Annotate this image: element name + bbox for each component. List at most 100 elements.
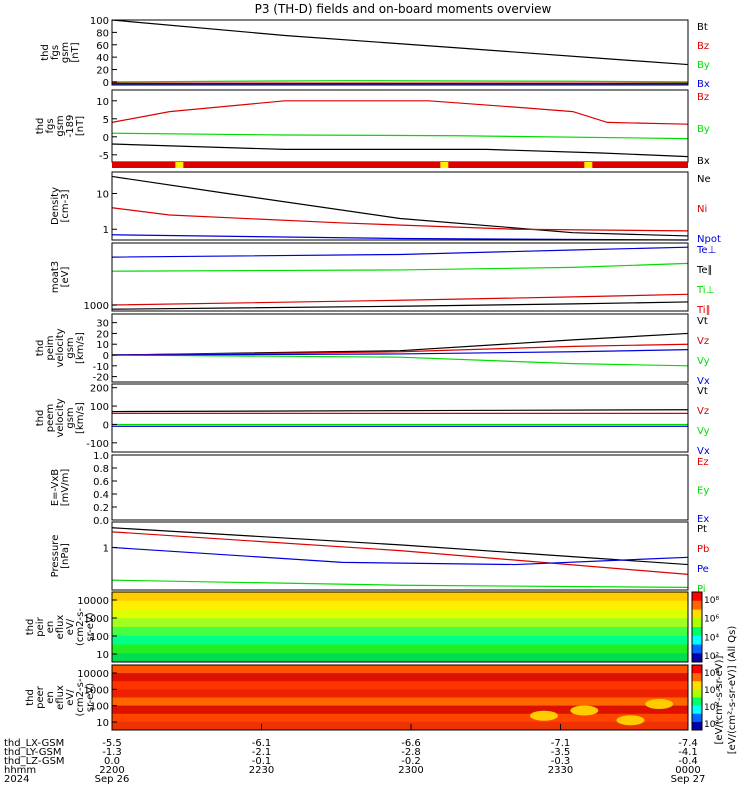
y-tick-label: -20	[93, 373, 109, 384]
series-line-Pb	[111, 531, 689, 575]
spectrogram-band	[112, 705, 688, 715]
spectrogram-hotspot	[530, 710, 558, 721]
colorbar-segment	[692, 665, 702, 674]
y-axis-label-line: gsm	[65, 407, 76, 428]
y-axis-label-line: thd	[25, 619, 36, 636]
panel-frame	[111, 591, 689, 663]
bottom-axis: thd_LX-GSM -5.5 -6.1 -6.6 -7.1 -7.4 thd_LY-GSM…	[4, 724, 705, 785]
colorbar-segment	[692, 653, 702, 663]
mode-strip-bar	[112, 162, 688, 168]
y-axis-label: moat3 [eV]	[50, 261, 71, 293]
spectrogram-band	[112, 644, 688, 654]
y-axis-label-line: (cm2-s-	[75, 678, 86, 716]
panel-4: Te⊥ Te∥ Ti⊥ Ti∥ 1000 moat3 [eV]	[50, 242, 716, 316]
y-axis-label-line: eflux	[55, 685, 66, 710]
legend-entry: Pb	[697, 544, 709, 555]
mode-strip-marker	[584, 162, 593, 168]
series-line-Te∥	[111, 301, 689, 310]
y-tick-label: 10000	[77, 669, 109, 680]
colorbar-segment	[692, 618, 702, 628]
legend-entry: Ne	[697, 174, 711, 185]
panel-frame	[111, 19, 689, 86]
x-axis-value: -0.3	[551, 756, 571, 767]
y-axis-label-line: Pressure	[50, 535, 61, 578]
colorbar-segment	[692, 713, 702, 723]
y-axis-label-line: -189	[65, 115, 76, 138]
mode-strip-marker	[175, 162, 184, 168]
spectrogram-band	[112, 681, 688, 690]
series-line-Npot	[111, 234, 689, 241]
panel-2: Bz By Bx 10 5 0 -5 thd fgs gsm -189 [nT]	[35, 89, 710, 167]
series-line-Pi	[111, 579, 689, 589]
y-axis-label: Density [cm-3]	[50, 187, 71, 225]
y-axis-label-line: gsm	[65, 337, 76, 358]
x-axis-value: -6.1	[252, 738, 272, 749]
y-tick-label: 1.0	[93, 451, 109, 462]
legend-entry: Vx	[697, 376, 710, 387]
series-line-Pe	[111, 546, 689, 566]
x-axis-value: 2330	[548, 765, 573, 776]
y-axis-label-line: eflux	[55, 615, 66, 640]
legend-entry: Bx	[697, 156, 710, 167]
x-axis-value: -6.6	[401, 738, 421, 749]
y-tick-label: 0	[103, 420, 109, 431]
series-line-By	[111, 132, 689, 140]
series-line-Ti⊥	[111, 262, 689, 272]
legend-entry: Ey	[697, 486, 709, 497]
panel-frame	[111, 313, 689, 383]
y-axis-label: thd fgs gsm -189 [nT]	[35, 115, 86, 138]
legend-entry: Vy	[697, 356, 710, 367]
y-axis-label-line: E=-VxB	[50, 469, 61, 506]
colorbar-segment	[692, 592, 702, 602]
series-line-Bt	[111, 19, 689, 66]
x-axis-row-label: thd_LZ-GSM	[4, 756, 65, 767]
colorbar-tick-label: 10⁴	[704, 703, 719, 713]
y-tick-label: 0	[103, 351, 109, 362]
x-axis-value: -2.8	[401, 747, 421, 758]
y-axis-label-line: fgs	[50, 45, 61, 60]
colorbar-segment	[692, 697, 702, 707]
y-axis-label-line: sr-eV)	[85, 683, 96, 712]
x-axis-value: -5.5	[102, 738, 122, 749]
colorbar-tick-label: 10⁴	[704, 633, 719, 643]
spectrogram-band	[112, 635, 688, 645]
y-axis-label-line: gsm	[55, 115, 66, 136]
y-axis-label-line: [km/s]	[75, 332, 86, 364]
series-line-Vz	[111, 343, 689, 356]
y-tick-label: 0.6	[93, 477, 109, 488]
y-axis-label-line: thd	[35, 410, 46, 427]
colorbar-tick-label: 10⁶	[704, 615, 719, 625]
y-axis-label-line: thd	[25, 689, 36, 706]
y-tick-label: 100	[90, 632, 109, 643]
y-axis-label-line: peer	[35, 685, 46, 709]
y-tick-label: 100	[90, 702, 109, 713]
spectrogram-band	[112, 653, 688, 663]
legend-entry: Bz	[697, 41, 709, 52]
colorbar-tick-label: 10⁸	[704, 596, 719, 606]
panel-frame	[111, 521, 689, 591]
x-axis-row-label: hhmm	[4, 765, 36, 776]
y-tick-label: 0.2	[93, 503, 109, 514]
legend-entry: Ni	[697, 204, 707, 215]
legend-entry: Ti⊥	[696, 285, 714, 296]
x-axis-value: 2300	[398, 765, 423, 776]
y-tick-label: 0	[103, 78, 109, 89]
legend-entry: Pe	[697, 564, 709, 575]
y-axis-label: E=-VxB [mV/m]	[50, 469, 71, 507]
mode-strip-marker	[440, 162, 449, 168]
spectrogram-band	[112, 673, 688, 682]
y-axis-label-line: [nT]	[75, 116, 86, 136]
y-tick-label: 10000	[77, 596, 109, 607]
y-axis-label-line: [eV]	[60, 267, 71, 288]
y-axis-label-line: Density	[50, 187, 61, 225]
y-axis-label-line: peem	[45, 404, 56, 432]
colorbar-segment	[692, 609, 702, 619]
y-axis-label-line: thd	[40, 44, 51, 61]
panel-frame	[111, 383, 689, 453]
y-tick-label: 10	[96, 340, 109, 351]
y-axis-label-line: peim	[45, 335, 56, 360]
spectrogram-band	[112, 627, 688, 637]
series-line-Ni	[111, 207, 689, 232]
y-axis-label: thd peem velocity gsm [km/s]	[35, 398, 86, 437]
